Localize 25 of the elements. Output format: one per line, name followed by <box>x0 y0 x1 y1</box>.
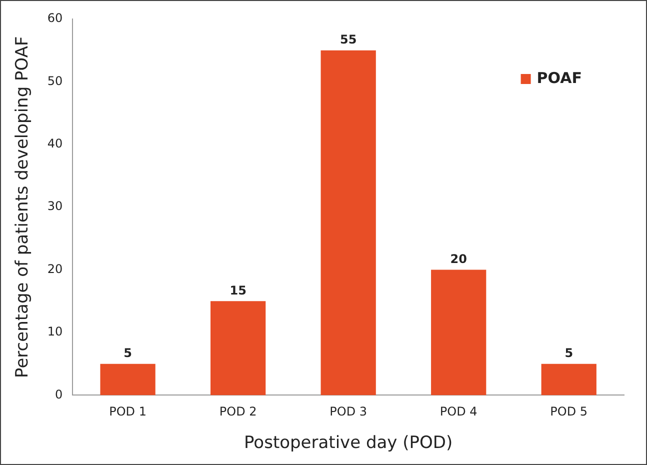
bar <box>100 364 156 396</box>
data-label: 55 <box>340 32 357 46</box>
x-tick-label: POD 1 <box>109 404 146 419</box>
data-label: 5 <box>564 346 574 360</box>
x-tick-label: POD 2 <box>219 404 257 419</box>
y-tick-label: 20 <box>47 262 63 276</box>
y-tick-label: 40 <box>47 136 63 151</box>
y-tick-label: 10 <box>47 324 63 339</box>
bar <box>541 364 596 396</box>
y-tick-label: 50 <box>47 74 63 88</box>
data-label: 5 <box>124 346 132 360</box>
legend-label: POAF <box>536 68 582 87</box>
y-axis-title: Percentage of patients developing POAF <box>12 36 33 378</box>
data-label: 15 <box>230 283 246 298</box>
y-tick-label: 30 <box>47 199 63 214</box>
y-tick-label: 60 <box>47 11 63 26</box>
x-tick-label: POD 4 <box>440 404 478 419</box>
bar <box>210 301 266 396</box>
bar <box>431 270 486 396</box>
data-label: 20 <box>450 252 467 266</box>
x-tick-label: POD 5 <box>550 404 588 419</box>
x-axis-title: Postoperative day (POD) <box>244 433 453 454</box>
y-tick-label: 0 <box>55 387 63 402</box>
bar <box>320 50 376 396</box>
x-tick-label: POD 3 <box>330 404 368 419</box>
